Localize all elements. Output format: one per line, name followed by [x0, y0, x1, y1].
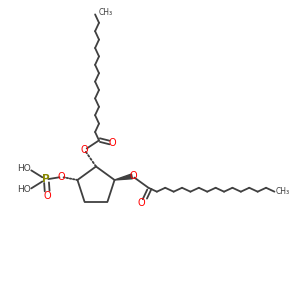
Text: O: O [57, 172, 65, 182]
Text: O: O [137, 198, 145, 208]
Text: P: P [41, 174, 49, 184]
Text: HO: HO [17, 185, 31, 194]
Text: CH₃: CH₃ [99, 8, 113, 17]
Text: CH₃: CH₃ [276, 187, 290, 196]
Text: O: O [109, 138, 116, 148]
Text: O: O [81, 145, 88, 155]
Text: HO: HO [17, 164, 31, 173]
Text: O: O [43, 190, 51, 201]
Text: O: O [129, 171, 137, 182]
Polygon shape [115, 174, 132, 180]
